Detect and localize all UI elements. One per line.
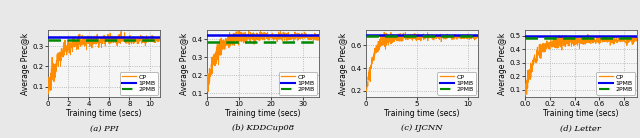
Legend: CP, 1PMB, 2PMB: CP, 1PMB, 2PMB [596, 72, 635, 95]
Y-axis label: Average Prec@k: Average Prec@k [22, 32, 31, 95]
Text: (b) KDDCup08: (b) KDDCup08 [232, 124, 294, 132]
Legend: CP, 1PMB, 2PMB: CP, 1PMB, 2PMB [438, 72, 476, 95]
Legend: CP, 1PMB, 2PMB: CP, 1PMB, 2PMB [278, 72, 317, 95]
X-axis label: Training time (secs): Training time (secs) [66, 109, 141, 118]
X-axis label: Training time (secs): Training time (secs) [225, 109, 301, 118]
Y-axis label: Average Prec@k: Average Prec@k [180, 32, 189, 95]
X-axis label: Training time (secs): Training time (secs) [543, 109, 619, 118]
Text: (d) Letter: (d) Letter [561, 124, 601, 132]
X-axis label: Training time (secs): Training time (secs) [384, 109, 460, 118]
Text: (a) PPI: (a) PPI [90, 124, 118, 132]
Y-axis label: Average Prec@k: Average Prec@k [339, 32, 348, 95]
Y-axis label: Average Prec@k: Average Prec@k [499, 32, 508, 95]
Text: (c) IJCNN: (c) IJCNN [401, 124, 443, 132]
Legend: CP, 1PMB, 2PMB: CP, 1PMB, 2PMB [120, 72, 158, 95]
